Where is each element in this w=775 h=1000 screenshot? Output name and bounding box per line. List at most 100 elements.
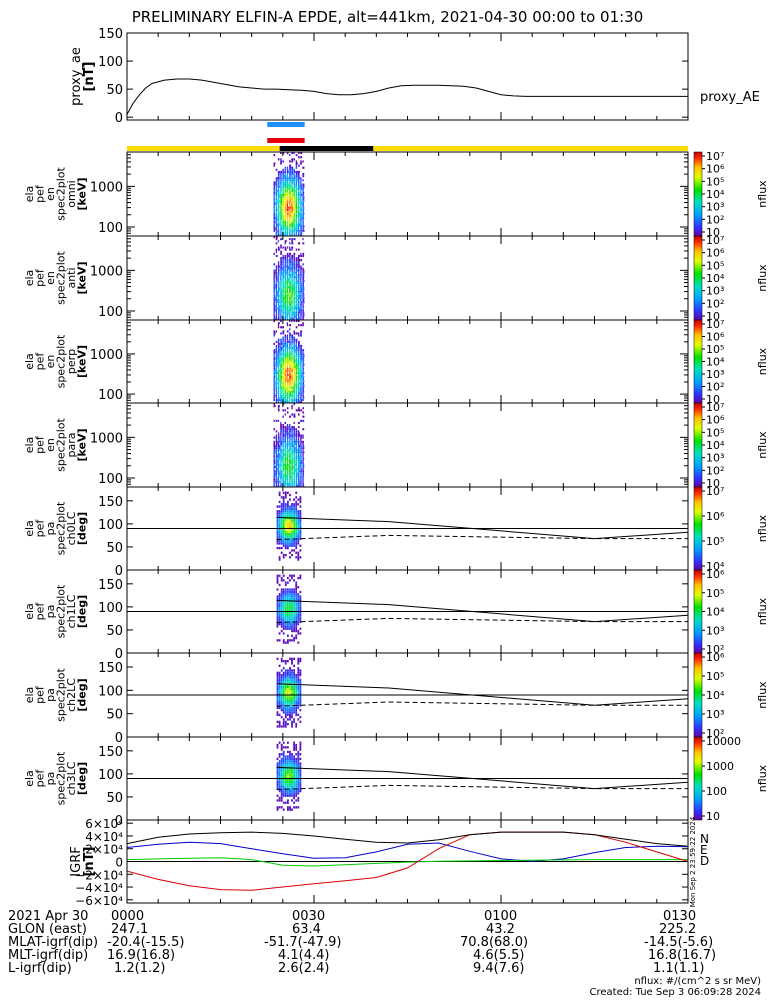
axis-label: pef — [34, 352, 47, 371]
pitch-angle-pixel — [284, 662, 287, 665]
pitch-angle-pixel — [299, 627, 302, 630]
spectrogram-pixel — [295, 338, 298, 341]
spectrogram-pixel — [289, 311, 291, 314]
spectrogram-pixel — [277, 451, 280, 454]
pitch-angle-pixel — [293, 528, 295, 531]
spectrogram-pixel — [291, 233, 293, 236]
pitch-angle-pixel — [297, 618, 300, 621]
pitch-angle-pixel — [293, 636, 295, 640]
pitch-angle-pixel — [299, 604, 302, 607]
spectrogram-pixel — [300, 463, 302, 466]
pitch-angle-pixel — [276, 676, 279, 679]
pitch-angle-pixel — [282, 794, 285, 797]
spectrogram-pixel — [289, 430, 291, 433]
spectrogram-pixel — [293, 434, 296, 437]
pitch-angle-pixel — [282, 776, 285, 779]
pitch-angle-pixel — [297, 609, 300, 612]
spectrogram-pixel — [298, 210, 300, 213]
pitch-angle-pixel — [276, 510, 279, 513]
pitch-angle-pixel — [295, 510, 298, 513]
pitch-angle-pixel — [278, 609, 281, 612]
pitch-angle-pixel — [287, 526, 289, 529]
pitch-angle-pixel — [289, 521, 291, 524]
spectrogram-pixel — [275, 269, 277, 272]
spectrogram-pixel — [295, 313, 298, 316]
spectrogram-pixel — [280, 347, 283, 350]
spectrogram-pixel — [275, 280, 278, 283]
spectrogram-pixel — [289, 349, 291, 352]
spectrogram-pixel — [286, 334, 289, 337]
spectrogram-pixel — [277, 380, 280, 383]
spectrogram-pixel — [277, 217, 280, 220]
spectrogram-pixel — [273, 351, 276, 354]
y-tick-label: −4×10⁴ — [75, 881, 123, 895]
pitch-angle-pixel — [276, 762, 279, 765]
spectrogram-pixel — [289, 436, 291, 439]
spectrogram-pixel — [291, 212, 293, 215]
spectrogram-pixel — [284, 338, 286, 341]
spectrogram-pixel — [277, 449, 280, 452]
pitch-angle-pixel — [280, 602, 283, 605]
spectrogram-pixel — [300, 305, 302, 308]
spectrogram-pixel — [291, 451, 294, 454]
pitch-angle-pixel — [295, 551, 298, 554]
spectrogram-pixel — [289, 307, 292, 310]
spectrogram-pixel — [273, 307, 276, 310]
spectrogram-pixel — [293, 217, 295, 220]
legend-label-e: E — [700, 843, 708, 857]
spectrogram-pixel — [298, 208, 300, 211]
spectrogram-pixel — [295, 361, 298, 364]
spectrogram-pixel — [298, 183, 300, 186]
spectrogram-pixel — [286, 474, 289, 477]
spectrogram-pixel — [277, 361, 280, 364]
spectrogram-pixel — [273, 386, 276, 389]
spectrogram-pixel — [293, 351, 296, 354]
spectrogram-pixel — [291, 313, 294, 316]
spectrogram-pixel — [282, 382, 284, 385]
spectrogram-pixel — [275, 470, 278, 473]
pitch-angle-pixel — [297, 602, 300, 605]
pitch-angle-pixel — [291, 620, 293, 623]
pitch-angle-pixel — [287, 611, 289, 614]
pitch-angle-pixel — [284, 755, 287, 758]
spectrogram-pixel — [277, 194, 280, 197]
pitch-angle-pixel — [276, 681, 279, 684]
spectrogram-pixel — [291, 396, 293, 399]
spectrogram-pixel — [273, 263, 276, 266]
pitch-angle-pixel — [291, 699, 293, 702]
footer-label: MLT-igrf(dip) — [8, 948, 89, 963]
spectrogram-pixel — [293, 196, 295, 199]
pitch-angle-pixel — [289, 528, 291, 531]
pitch-angle-pixel — [276, 678, 279, 681]
spectrogram-pixel — [275, 223, 278, 226]
spectrogram-pixel — [277, 438, 280, 441]
pitch-angle-pixel — [284, 540, 287, 543]
spectrogram-pixel — [273, 363, 276, 366]
spectrogram-pixel — [291, 447, 293, 450]
pitch-angle-pixel — [280, 528, 283, 531]
pitch-angle-pixel — [291, 528, 293, 531]
pitch-angle-pixel — [295, 711, 298, 714]
pitch-angle-pixel — [282, 681, 285, 684]
spectrogram-pixel — [286, 442, 289, 445]
pitch-angle-pixel — [276, 517, 279, 520]
spectrogram-pixel — [302, 212, 305, 215]
pitch-angle-pixel — [284, 776, 287, 779]
spectrogram-pixel — [280, 457, 283, 460]
panel-frame — [126, 235, 689, 321]
spectrogram-pixel — [286, 183, 289, 186]
pitch-angle-pixel — [278, 613, 281, 617]
spectrogram-pixel — [275, 398, 278, 401]
y-tick-label: 50 — [106, 624, 123, 639]
spectrogram-pixel — [291, 231, 293, 234]
spectrogram-pixel — [300, 484, 302, 487]
pitch-angle-pixel — [293, 544, 295, 547]
pitch-angle-pixel — [287, 491, 289, 494]
pitch-angle-pixel — [284, 611, 287, 614]
spectrogram-pixel — [300, 317, 302, 320]
spectrogram-pixel — [280, 296, 282, 299]
pitch-angle-pixel — [295, 613, 298, 617]
spectrogram-pixel — [280, 320, 282, 323]
spectrogram-pixel — [298, 334, 300, 337]
pitch-angle-pixel — [295, 688, 298, 691]
